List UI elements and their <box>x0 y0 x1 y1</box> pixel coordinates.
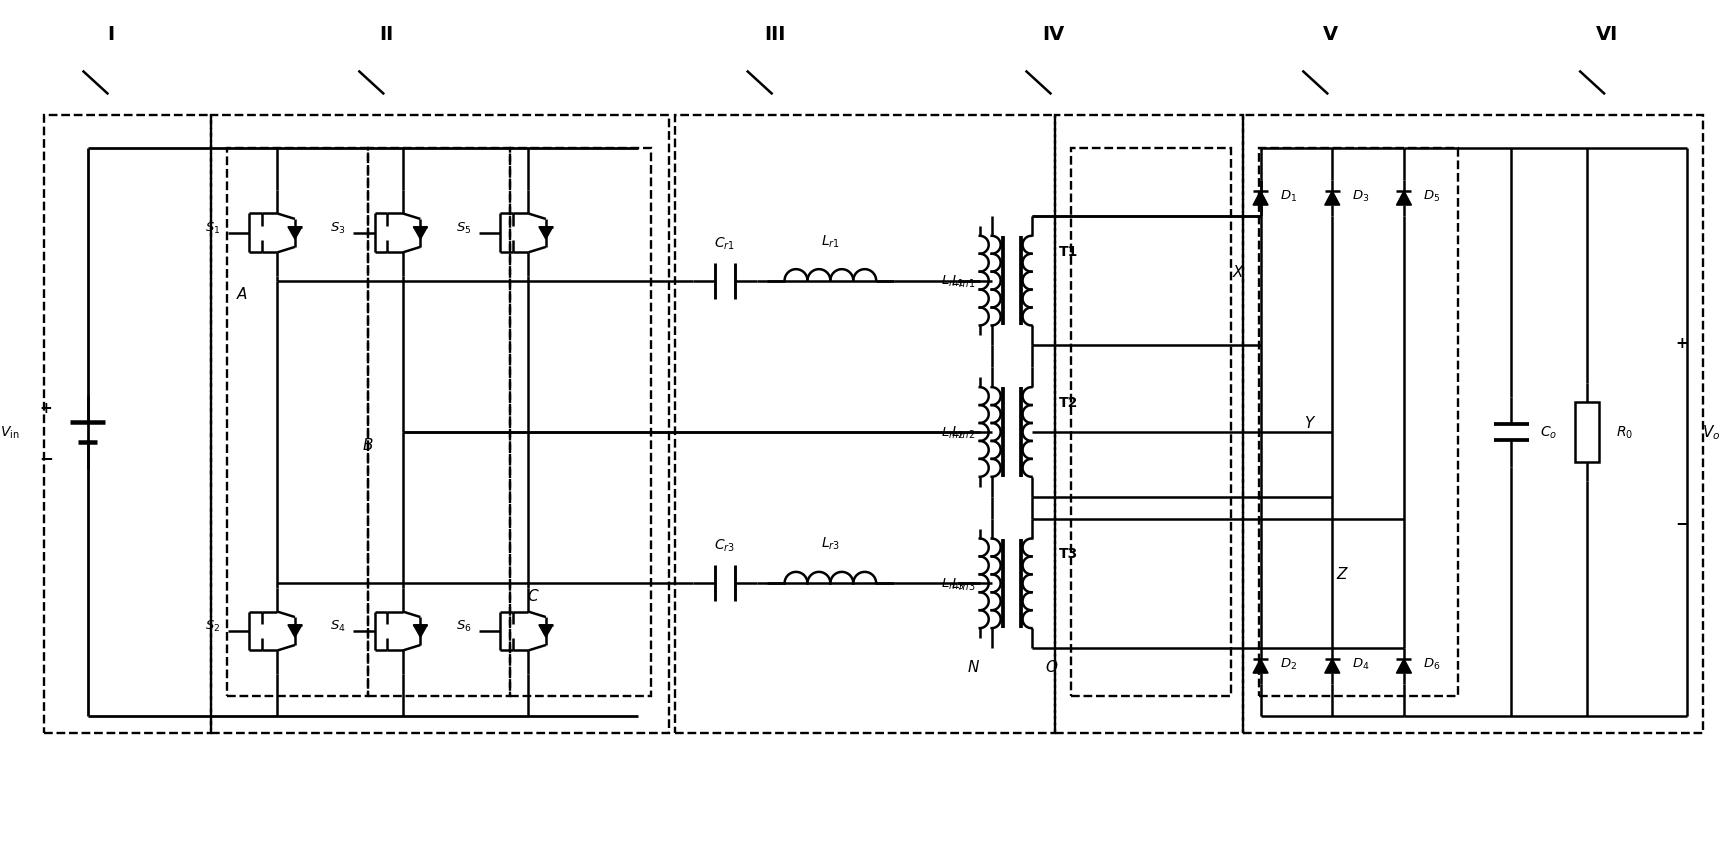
Text: $L_{r1}$: $L_{r1}$ <box>820 233 839 250</box>
Polygon shape <box>539 625 553 637</box>
Polygon shape <box>414 227 427 240</box>
Text: $R_0$: $R_0$ <box>1616 424 1633 440</box>
Text: $S_3$: $S_3$ <box>331 221 346 235</box>
Text: $Y$: $Y$ <box>1304 415 1316 430</box>
Polygon shape <box>1253 192 1268 206</box>
Bar <box>1575 402 1599 463</box>
Polygon shape <box>1396 659 1411 673</box>
Text: $L_{m3}$: $L_{m3}$ <box>951 575 975 592</box>
Text: T3: T3 <box>1060 547 1079 561</box>
Text: $B$: $B$ <box>362 436 374 452</box>
Text: −: − <box>1675 513 1689 531</box>
Text: $L_{m2}$: $L_{m2}$ <box>941 425 965 440</box>
Bar <box>369 149 510 696</box>
Text: $O$: $O$ <box>1044 659 1058 674</box>
Polygon shape <box>1325 192 1340 206</box>
Text: $S_1$: $S_1$ <box>205 221 221 235</box>
Text: II: II <box>379 25 393 44</box>
Text: $Z$: $Z$ <box>1335 566 1349 582</box>
Text: $D_3$: $D_3$ <box>1351 188 1370 204</box>
Text: V: V <box>1323 25 1337 44</box>
Text: T1: T1 <box>1060 245 1079 258</box>
Text: $S_6$: $S_6$ <box>455 618 470 633</box>
Text: III: III <box>763 25 786 44</box>
Bar <box>510 149 651 696</box>
Polygon shape <box>288 227 302 240</box>
Text: T2: T2 <box>1060 395 1079 410</box>
Bar <box>227 149 369 696</box>
Text: $D_2$: $D_2$ <box>1280 656 1297 671</box>
Bar <box>1056 116 1242 733</box>
Text: $N$: $N$ <box>967 659 980 674</box>
Text: $C_{r1}$: $C_{r1}$ <box>715 235 736 251</box>
Bar <box>1072 149 1230 696</box>
Text: $D_6$: $D_6$ <box>1423 656 1440 671</box>
Text: IV: IV <box>1042 25 1065 44</box>
Text: VI: VI <box>1595 25 1618 44</box>
Polygon shape <box>1396 192 1411 206</box>
Text: $V_o$: $V_o$ <box>1702 423 1720 442</box>
Bar <box>1258 149 1458 696</box>
Text: $C_{r3}$: $C_{r3}$ <box>715 538 736 554</box>
Text: $D_4$: $D_4$ <box>1351 656 1370 671</box>
Polygon shape <box>539 227 553 240</box>
Polygon shape <box>288 625 302 637</box>
Text: $L_{m2}$: $L_{m2}$ <box>951 424 975 440</box>
Text: $L_{m1}$: $L_{m1}$ <box>941 273 965 289</box>
Text: $L_{m3}$: $L_{m3}$ <box>941 576 965 591</box>
Text: $D_5$: $D_5$ <box>1423 188 1440 204</box>
Bar <box>675 116 1056 733</box>
Text: $A$: $A$ <box>236 285 248 302</box>
Text: −: − <box>38 448 53 466</box>
Text: $C_o$: $C_o$ <box>1540 424 1558 440</box>
Bar <box>1242 116 1702 733</box>
Bar <box>210 116 669 733</box>
Polygon shape <box>1325 659 1340 673</box>
Text: $S_2$: $S_2$ <box>205 618 221 633</box>
Text: $X$: $X$ <box>1232 263 1246 279</box>
Text: $V_{\rm in}$: $V_{\rm in}$ <box>0 424 19 440</box>
Text: $L_{r3}$: $L_{r3}$ <box>820 535 839 551</box>
Text: $C$: $C$ <box>527 588 539 603</box>
Text: $D_1$: $D_1$ <box>1280 188 1297 204</box>
Polygon shape <box>1253 659 1268 673</box>
Text: $S_5$: $S_5$ <box>455 221 470 235</box>
Polygon shape <box>414 625 427 637</box>
Text: $S_4$: $S_4$ <box>331 618 346 633</box>
Text: +: + <box>1675 336 1689 350</box>
Text: +: + <box>40 400 52 415</box>
Bar <box>43 116 210 733</box>
Text: $L_{m1}$: $L_{m1}$ <box>951 273 975 290</box>
Text: I: I <box>107 25 114 44</box>
